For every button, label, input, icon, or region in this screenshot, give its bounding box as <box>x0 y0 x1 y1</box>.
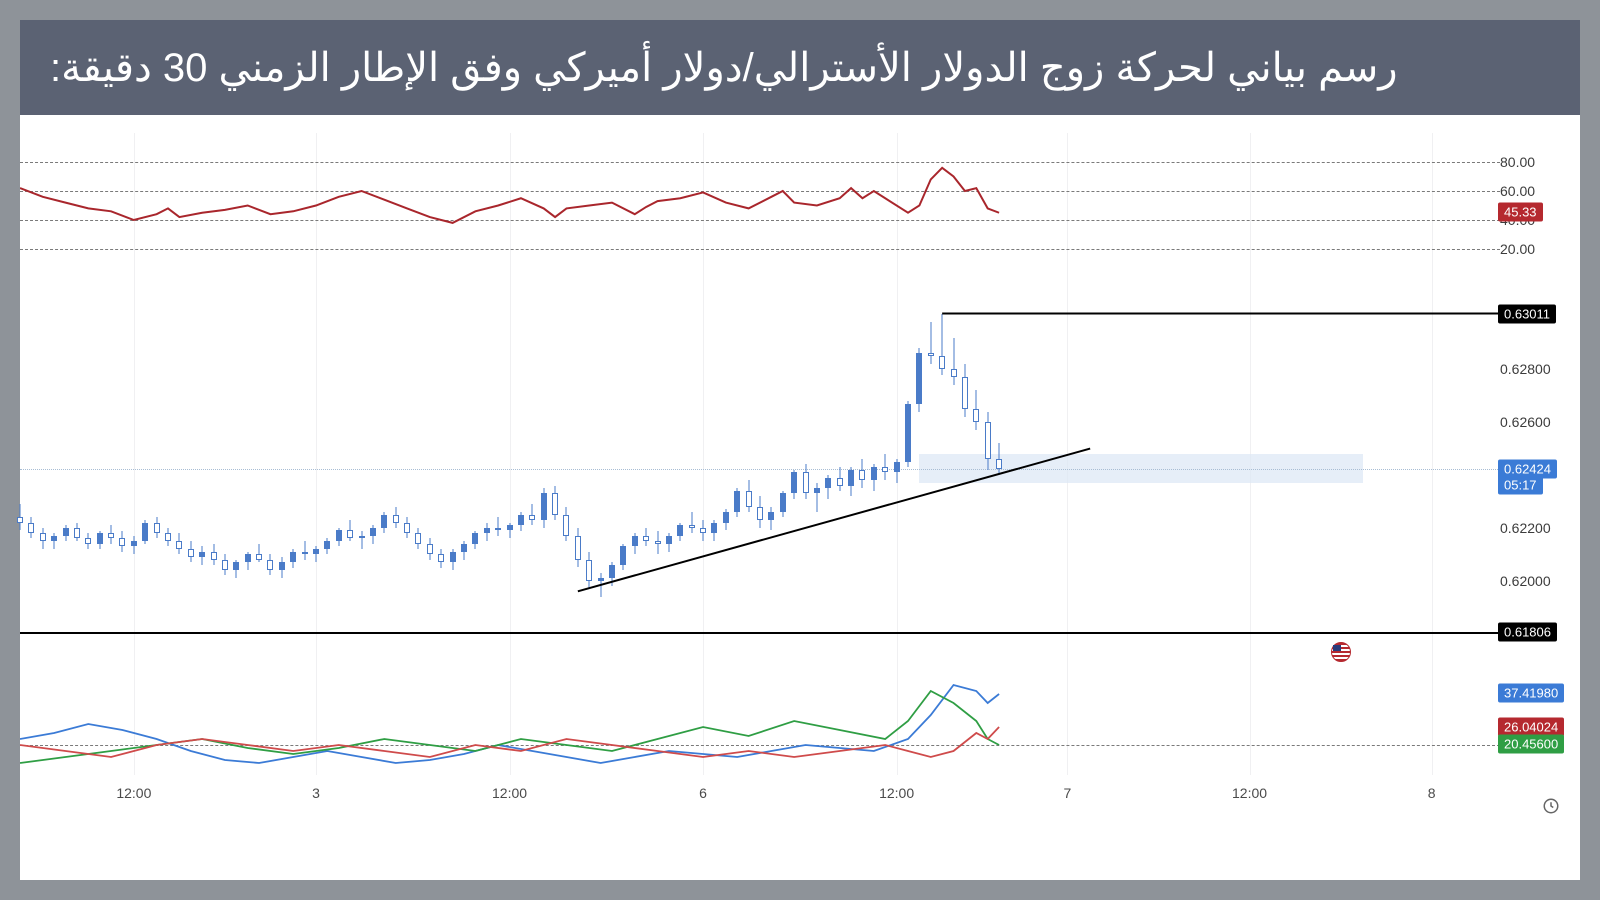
chart-title: رسم بياني لحركة زوج الدولار الأسترالي/دو… <box>50 45 1398 91</box>
xaxis-tick: 12:00 <box>116 785 151 801</box>
price-panel <box>20 290 1500 660</box>
value-tag: 37.41980 <box>1498 683 1564 702</box>
chart-frame: رسم بياني لحركة زوج الدولار الأسترالي/دو… <box>20 20 1580 880</box>
price-overlay <box>20 290 1500 660</box>
xaxis-tick: 7 <box>1063 785 1071 801</box>
time-axis: 12:00 3 12:00 6 12:00 7 12:00 8 <box>20 780 1500 810</box>
adx-panel <box>20 670 1500 775</box>
xaxis-tick: 12:00 <box>879 785 914 801</box>
chart-area: 12:00312:00612:00712:008 80.0060.0040.00… <box>20 115 1580 880</box>
xaxis-tick: 12:00 <box>1232 785 1267 801</box>
xaxis-tick: 8 <box>1428 785 1436 801</box>
timezone-icon[interactable] <box>1542 797 1560 815</box>
yaxis-label: 60.00 <box>1500 183 1535 199</box>
xaxis-tick: 12:00 <box>492 785 527 801</box>
yaxis-label: 20.00 <box>1500 241 1535 257</box>
us-flag-icon <box>1331 642 1351 662</box>
xaxis-tick: 3 <box>312 785 320 801</box>
xaxis-tick: 6 <box>699 785 707 801</box>
yaxis-label: 0.62200 <box>1500 520 1551 536</box>
yaxis-label: 0.62000 <box>1500 573 1551 589</box>
value-tag: 20.45600 <box>1498 734 1564 753</box>
value-tag: 0.61806 <box>1498 622 1557 641</box>
rsi-line-chart <box>20 133 1500 278</box>
yaxis-label: 80.00 <box>1500 154 1535 170</box>
rsi-panel <box>20 133 1500 278</box>
yaxis-label: 0.62800 <box>1500 361 1551 377</box>
value-tag: 45.33 <box>1498 203 1543 222</box>
yaxis-label: 0.62600 <box>1500 414 1551 430</box>
value-tag: 0.63011 <box>1498 304 1556 323</box>
yaxis-labels: 80.0060.0040.0020.0045.330.628000.626000… <box>1500 115 1580 880</box>
adx-line-chart <box>20 670 1500 775</box>
title-bar: رسم بياني لحركة زوج الدولار الأسترالي/دو… <box>20 20 1580 115</box>
